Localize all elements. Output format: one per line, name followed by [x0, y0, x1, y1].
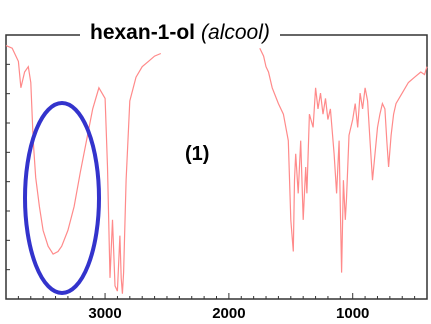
oh-band-highlight-ellipse — [23, 101, 101, 295]
chart-title-main: hexan-1-ol — [90, 21, 196, 44]
x-tick-marks — [17, 293, 416, 299]
spectrum-line-segment-2 — [259, 47, 428, 273]
spectrum-line-segment-1 — [5, 45, 162, 294]
chart-title-subtitle: (alcool) — [201, 21, 270, 44]
x-tick-label: 2000 — [212, 305, 245, 322]
y-tick-marks — [6, 63, 10, 271]
spectrum-series — [5, 45, 428, 294]
spectrum-annotation: (1) — [185, 143, 209, 165]
x-tick-label: 1000 — [336, 305, 369, 322]
chart-title: hexan-1-ol (alcool) — [80, 18, 280, 48]
x-tick-label: 3000 — [88, 305, 121, 322]
plot-frame — [5, 34, 428, 300]
